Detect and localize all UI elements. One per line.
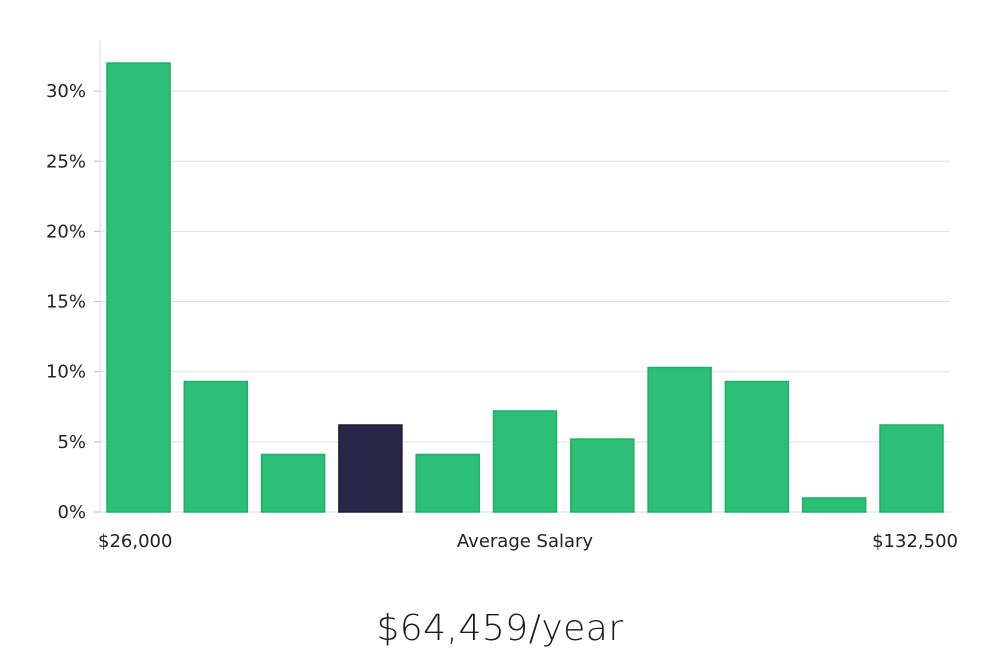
bar xyxy=(183,380,249,513)
bar xyxy=(415,453,480,513)
x-axis-title: Average Salary xyxy=(457,531,594,552)
y-tick-label: 20% xyxy=(46,221,86,242)
x-axis-max-label: $132,500 xyxy=(872,531,958,552)
grid-lines xyxy=(100,90,950,443)
bar xyxy=(260,453,326,513)
bar xyxy=(879,424,944,513)
y-tick-label: 15% xyxy=(46,292,86,313)
y-tick-label: 25% xyxy=(46,151,86,172)
y-axis-ticks: 0% 5% 10% 15% 20% 25% 30% xyxy=(46,81,100,523)
bar-highlighted xyxy=(338,424,403,513)
y-tick-label: 5% xyxy=(57,432,86,453)
bar xyxy=(106,62,171,513)
bars xyxy=(106,62,944,513)
bar xyxy=(570,438,635,513)
y-tick-label: 30% xyxy=(46,81,86,102)
bar xyxy=(492,410,558,513)
bar xyxy=(647,366,712,513)
salary-histogram-chart: 0% 5% 10% 15% 20% 25% 30% $26,000 Average Sala… xyxy=(46,40,958,552)
y-tick-label: 0% xyxy=(57,502,86,523)
average-salary-value: $64,459/year xyxy=(376,608,624,649)
bar xyxy=(724,380,790,513)
bar xyxy=(801,497,867,513)
y-tick-label: 10% xyxy=(46,362,86,383)
x-axis-min-label: $26,000 xyxy=(98,531,172,552)
